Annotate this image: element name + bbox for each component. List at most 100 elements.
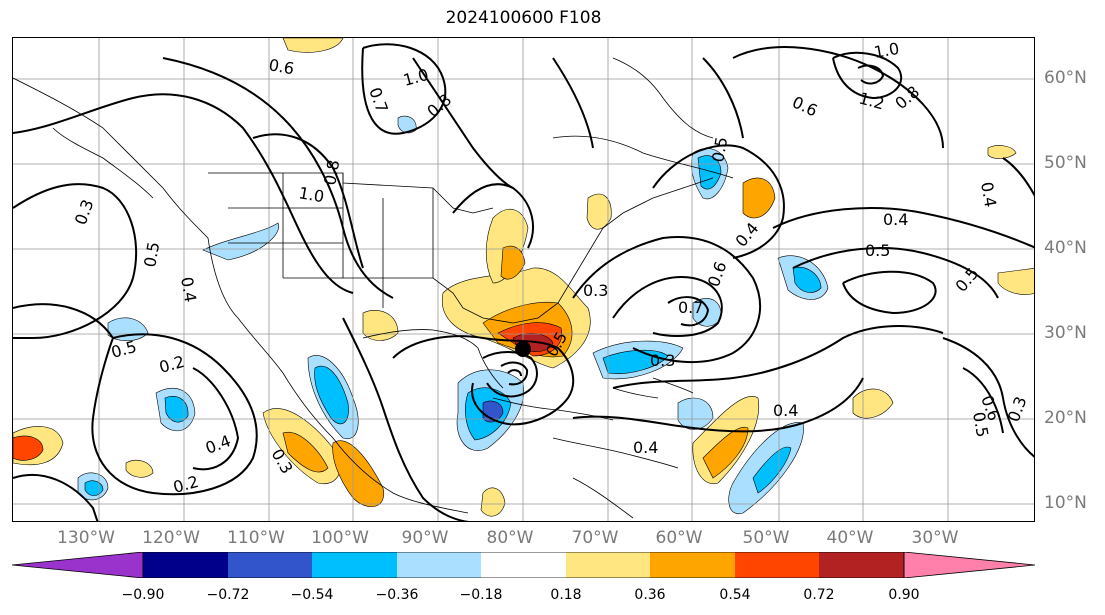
contour-label: 0.8 — [423, 90, 455, 121]
plot-title: 2024100600 F108 — [445, 8, 602, 28]
positive-anomaly-azores — [997, 267, 1034, 295]
colorbar-extension-low — [12, 552, 144, 578]
colorbar-segments — [12, 552, 1035, 578]
colorbar-tick-label: −0.36 — [375, 587, 419, 603]
negative-anomaly-mexico-core — [314, 365, 349, 425]
contour-label: 0.3 — [650, 351, 675, 370]
shaded-fields — [13, 38, 1034, 517]
colorbar-outline — [142, 552, 905, 578]
colorbar-tick-label: −0.18 — [459, 587, 503, 603]
contour-label: 0.6 — [704, 259, 731, 289]
colorbar-extension-high — [903, 552, 1035, 578]
longitude-label: 50°W — [742, 528, 790, 548]
positive-anomaly-mexico — [332, 440, 385, 507]
longitude-label: 30°W — [911, 528, 959, 548]
contour-label: 0.6 — [789, 92, 820, 120]
positive-anomaly-east-atl — [852, 388, 894, 419]
longitude-label: 40°W — [826, 528, 874, 548]
longitude-label: 130°W — [57, 528, 115, 548]
map-panel: 0.6 1.0 0.8 0.7 1.0 0.8 0.3 0.5 0.4 0.5 … — [12, 37, 1035, 522]
negative-anomaly-atlantic-east-core — [752, 446, 792, 494]
positive-anomaly-hudson — [282, 38, 344, 53]
latitude-label: 60°N — [1044, 68, 1087, 88]
contour-label: 0.3 — [71, 197, 98, 227]
positive-anomaly-newfoundland — [586, 193, 612, 230]
latitude-label: 40°N — [1044, 238, 1087, 258]
contour-label: 1.0 — [401, 65, 431, 90]
contour-label: 0.4 — [773, 401, 798, 420]
longitude-label: 60°W — [655, 528, 703, 548]
longitude-label: 90°W — [401, 528, 449, 548]
contour-label: 0.5 — [865, 241, 890, 260]
contour-label: 1.0 — [872, 39, 900, 62]
colorbar-tick-label: 0.72 — [803, 587, 835, 603]
latitude-label: 20°N — [1044, 408, 1087, 428]
contour-label: 0.5 — [140, 240, 163, 268]
colorbar-segment — [650, 552, 735, 578]
contour-label: 0.5 — [969, 410, 992, 438]
negative-anomaly-plains — [202, 222, 280, 261]
contour-label: 0.5 — [952, 264, 983, 296]
colorbar-tick-label: −0.54 — [290, 587, 334, 603]
contour-label: 0.3 — [583, 281, 608, 300]
colorbar-segment — [735, 552, 819, 578]
longitude-label: 120°W — [142, 528, 200, 548]
longitude-label: 100°W — [311, 528, 369, 548]
colorbar-segment — [481, 552, 566, 578]
contour-label: 0.4 — [177, 275, 200, 303]
contour-label: 0.4 — [883, 210, 908, 229]
contour-label: 0.5 — [109, 337, 139, 362]
graticule — [13, 38, 1034, 521]
contour-label: 1.0 — [297, 183, 325, 206]
map-canvas: 0.6 1.0 0.8 0.7 1.0 0.8 0.3 0.5 0.4 0.5 … — [13, 38, 1034, 521]
contour-label: 0.3 — [1004, 394, 1031, 424]
contour-label: 1.2 — [857, 89, 887, 114]
storm-center-dot — [515, 341, 531, 357]
contour-label: 0.8 — [891, 82, 923, 113]
longitude-label: 80°W — [486, 528, 534, 548]
colorbar-segment — [312, 552, 397, 578]
positive-anomaly-far-north-atl — [987, 145, 1017, 159]
positive-anomaly-west-pacific-core — [13, 435, 44, 461]
negative-anomaly-pacific-west-core — [164, 396, 189, 423]
contour-label: 0.5 — [708, 135, 731, 163]
contour-label: 0.2 — [157, 352, 187, 377]
contour-label: 0.4 — [633, 438, 658, 457]
contour-label: 0.4 — [203, 431, 233, 458]
colorbar-tick-label: −0.90 — [121, 587, 165, 603]
contour-label: 0.6 — [267, 55, 295, 78]
negative-anomaly-mid-atl-core — [792, 266, 822, 293]
positive-anomaly-carolinas — [500, 245, 526, 280]
positive-anomaly-atlantic-north — [742, 177, 776, 219]
colorbar — [12, 552, 1035, 578]
contour-label: 0.4 — [977, 180, 1000, 208]
colorbar-tick-label: 0.54 — [719, 587, 751, 603]
positive-anomaly-gulf-west — [362, 310, 399, 341]
contour-label: 0.8 — [320, 158, 343, 186]
longitude-label: 110°W — [227, 528, 285, 548]
positive-anomaly-texas-core — [282, 431, 329, 473]
negative-anomaly-atl-south — [677, 397, 714, 430]
longitude-label: 70°W — [571, 528, 619, 548]
colorbar-tick-label: −0.72 — [206, 587, 250, 603]
contour-label: 0.7 — [365, 85, 392, 115]
positive-anomaly-gulf-small — [125, 459, 154, 478]
latitude-label: 50°N — [1044, 153, 1087, 173]
colorbar-tick-label: 0.18 — [550, 587, 582, 603]
coastlines — [13, 57, 734, 519]
colorbar-segment — [397, 552, 481, 578]
contours — [13, 43, 1034, 521]
colorbar-segment — [819, 552, 904, 578]
colorbar-segment — [143, 552, 228, 578]
contour-label: 0.4 — [732, 219, 763, 251]
colorbar-tick-label: 0.36 — [634, 587, 666, 603]
latitude-label: 30°N — [1044, 323, 1087, 343]
latitude-label: 10°N — [1044, 493, 1087, 513]
contour-label: 0.7 — [678, 298, 703, 317]
colorbar-segment — [228, 552, 312, 578]
positive-anomaly-cuba — [480, 487, 506, 517]
negative-anomaly-pacific-south-core — [84, 480, 104, 496]
positive-anomaly-atlantic-mid-core — [702, 426, 749, 479]
colorbar-tick-label: 0.90 — [888, 587, 920, 603]
colorbar-segment — [566, 552, 650, 578]
